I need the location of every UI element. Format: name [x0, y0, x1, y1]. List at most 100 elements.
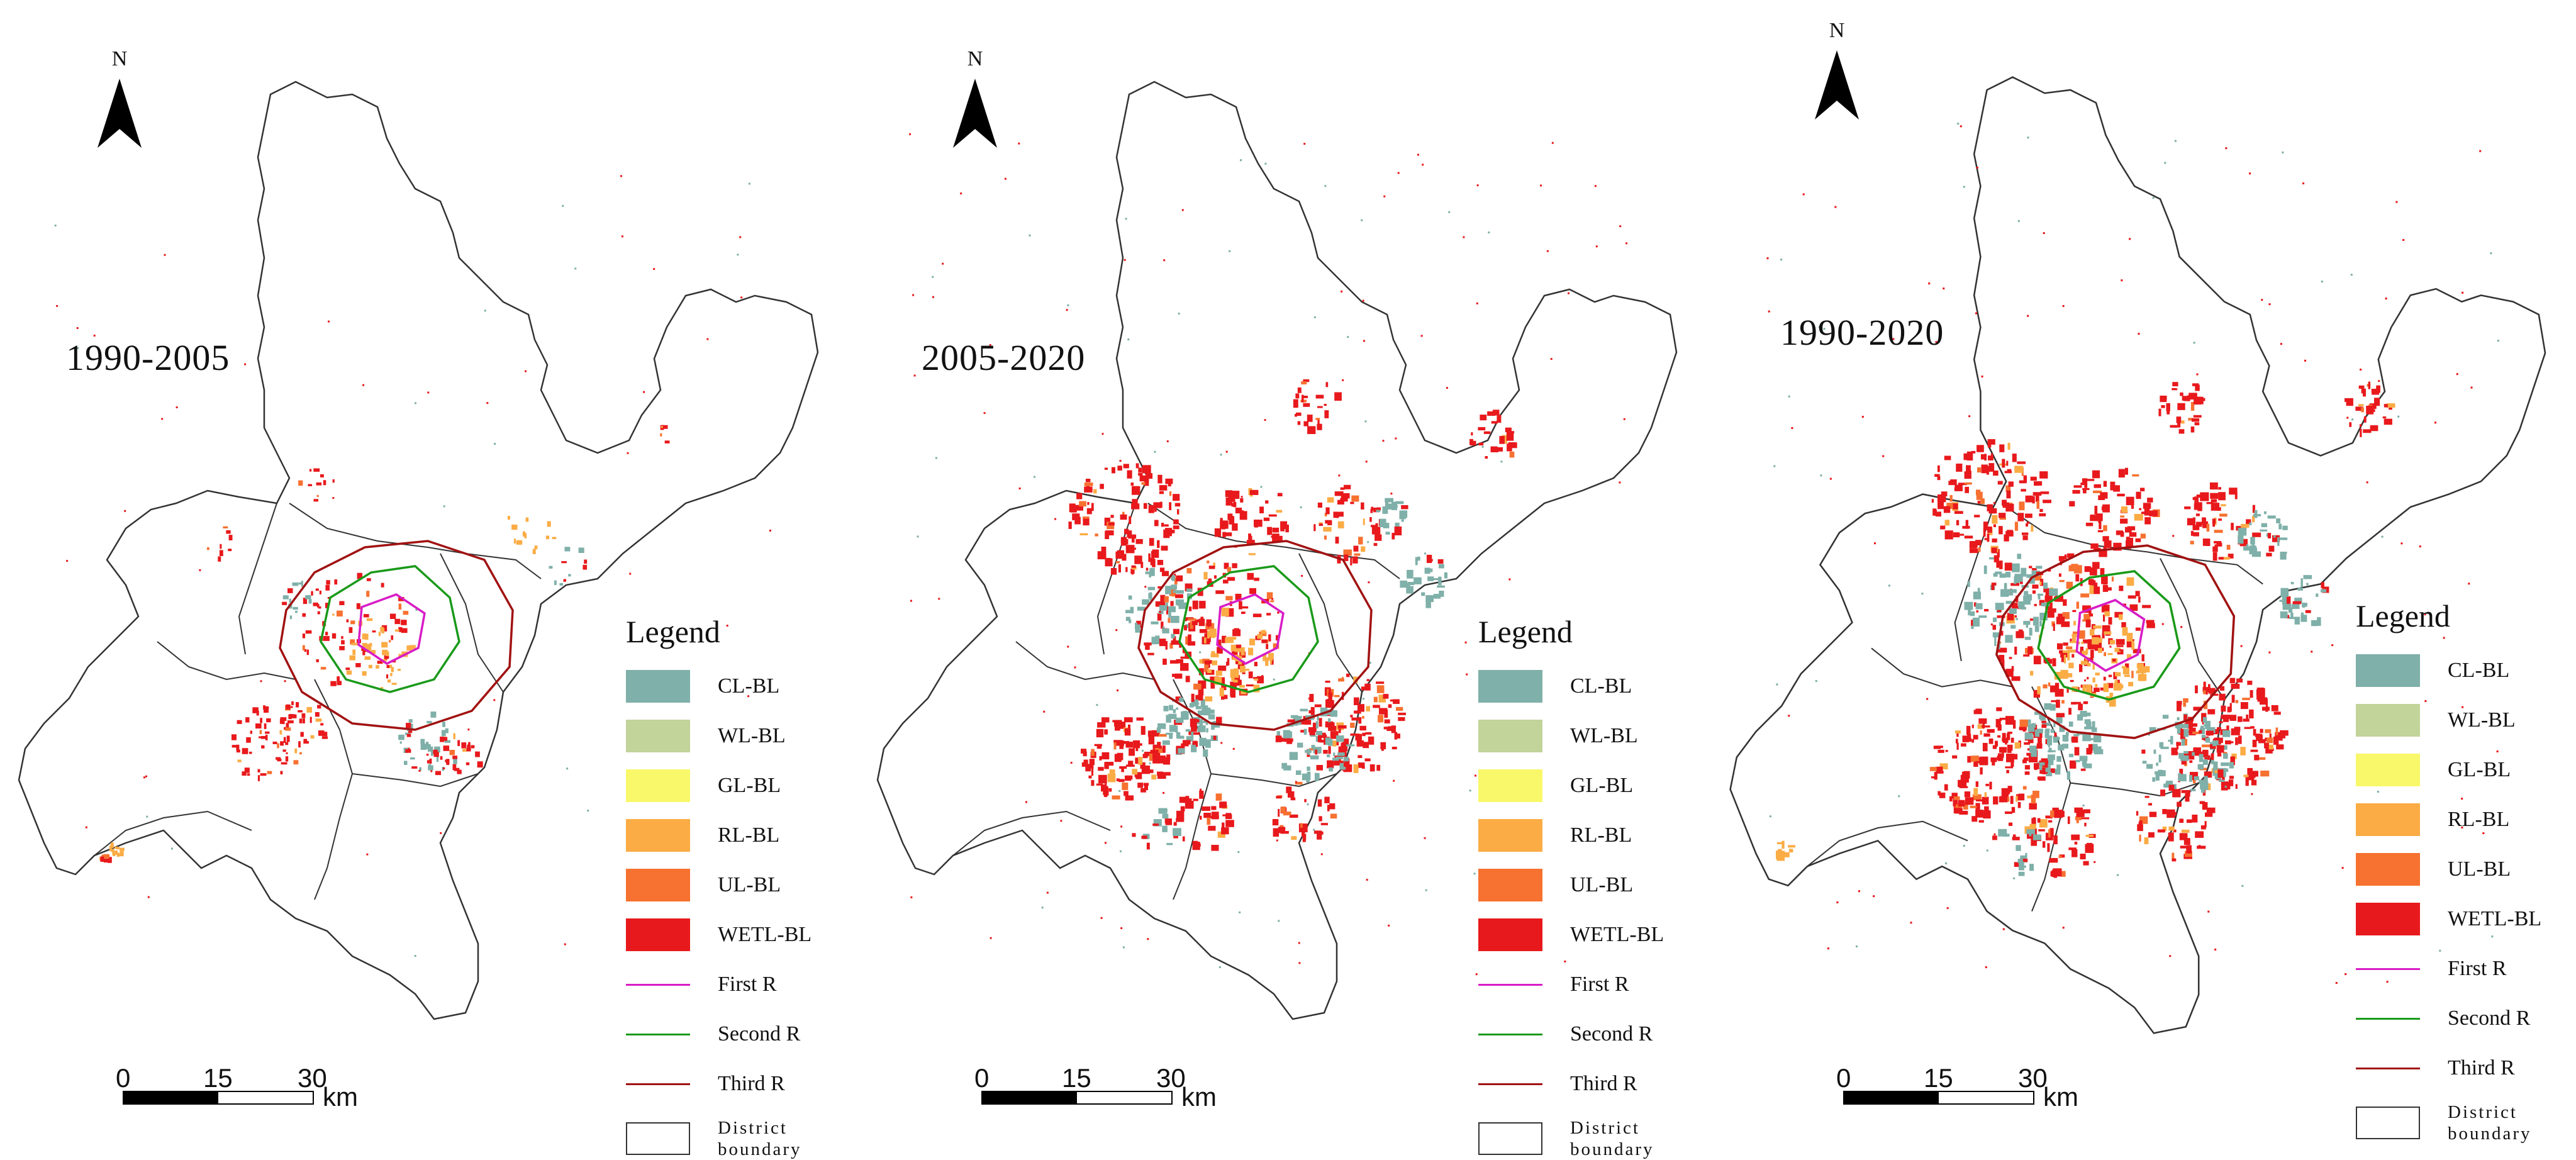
land-change-patch	[1163, 706, 1169, 711]
land-change-patch	[1181, 209, 1184, 211]
land-change-patch	[1976, 799, 1984, 801]
land-change-patch	[1248, 671, 1253, 679]
land-change-patch	[1464, 641, 1467, 644]
land-change-patch	[1081, 749, 1087, 754]
land-change-patch	[2046, 774, 2053, 776]
land-change-patch	[1980, 454, 1985, 460]
land-change-patch	[2187, 518, 2195, 526]
land-change-patch	[398, 603, 402, 610]
land-change-patch	[2361, 407, 2364, 413]
land-change-patch	[1115, 551, 1123, 559]
legend-swatch	[1478, 869, 1542, 901]
land-change-patch	[1316, 765, 1323, 771]
land-change-patch	[1989, 781, 1992, 789]
land-change-patch	[2360, 428, 2362, 437]
land-change-patch	[2253, 514, 2261, 516]
land-change-patch	[1249, 588, 1256, 594]
land-change-patch	[2179, 818, 2184, 823]
land-change-patch	[2126, 639, 2134, 648]
land-change-patch	[1231, 678, 1235, 681]
land-change-patch	[1362, 299, 1364, 302]
land-change-patch	[2029, 576, 2035, 584]
land-change-patch	[1119, 460, 1122, 462]
land-change-patch	[2251, 779, 2257, 786]
land-change-patch	[285, 756, 289, 762]
land-change-patch	[2008, 481, 2014, 487]
land-change-patch	[2111, 576, 2114, 582]
land-change-patch	[1135, 538, 1143, 544]
land-change-patch	[1309, 732, 1315, 735]
legend-swatch	[626, 968, 690, 1001]
land-change-patch	[1378, 694, 1386, 703]
land-change-patch	[2305, 610, 2311, 613]
land-change-patch	[2018, 601, 2025, 609]
land-change-patch	[244, 363, 247, 365]
land-change-patch	[2149, 510, 2158, 516]
land-change-patch	[2029, 618, 2036, 621]
land-change-patch	[1185, 729, 1191, 732]
land-change-patch	[1225, 498, 1232, 506]
legend-swatch	[2356, 1107, 2420, 1139]
land-change-patch	[1963, 186, 1965, 188]
land-change-patch	[564, 547, 571, 552]
land-change-patch	[2331, 644, 2334, 647]
land-change-patch	[2303, 575, 2312, 579]
land-change-patch	[1364, 420, 1367, 423]
land-change-patch	[346, 670, 352, 675]
land-change-patch	[1873, 895, 1875, 898]
land-change-patch	[1958, 800, 1965, 807]
land-change-patch	[2229, 488, 2238, 495]
legend-label: RL-BL	[718, 823, 780, 847]
land-change-patch	[1196, 719, 1200, 723]
legend-item: First R	[1478, 968, 1629, 1001]
land-change-patch	[2109, 645, 2112, 648]
land-change-patch	[2199, 754, 2204, 762]
land-change-patch	[2053, 596, 2063, 602]
legend-label: District boundary	[718, 1118, 802, 1159]
land-change-patch	[1116, 560, 1120, 564]
land-change-patch	[1141, 835, 1147, 839]
land-change-patch	[220, 544, 222, 549]
land-change-patch	[1120, 850, 1122, 852]
land-change-patch	[1171, 584, 1178, 590]
land-change-patch	[2282, 603, 2292, 610]
land-change-patch	[1769, 815, 1771, 818]
land-change-patch	[1184, 625, 1187, 631]
land-change-patch	[1324, 404, 1327, 406]
land-change-patch	[1980, 498, 1985, 505]
land-change-patch	[1191, 693, 1195, 702]
land-change-patch	[1999, 526, 2003, 535]
land-change-patch	[1938, 791, 1941, 796]
land-change-patch	[2176, 416, 2182, 423]
land-change-patch	[1203, 572, 1208, 580]
land-change-patch	[306, 706, 312, 713]
land-change-patch	[1191, 726, 1197, 732]
land-change-patch	[1366, 879, 1368, 881]
land-change-patch	[449, 750, 455, 756]
land-change-patch	[1376, 507, 1381, 511]
land-change-patch	[1438, 576, 1442, 586]
land-change-patch	[1364, 758, 1371, 762]
land-change-patch	[1338, 728, 1341, 733]
land-change-patch	[434, 746, 440, 753]
land-change-patch	[1317, 831, 1322, 840]
land-change-patch	[1487, 411, 1496, 416]
land-change-patch	[2014, 862, 2021, 867]
land-change-patch	[938, 598, 940, 600]
land-change-patch	[1309, 694, 1314, 702]
land-change-patch	[1082, 516, 1090, 519]
land-change-patch	[2181, 758, 2187, 765]
land-change-patch	[2061, 657, 2065, 662]
land-change-patch	[1202, 806, 1210, 811]
land-change-patch	[1155, 601, 1161, 607]
land-change-patch	[2272, 535, 2280, 542]
first-ring-road	[2075, 598, 2146, 672]
land-change-patch	[309, 717, 312, 723]
land-change-patch	[391, 667, 394, 672]
land-change-patch	[2207, 709, 2216, 715]
land-change-patch	[1363, 518, 1365, 525]
land-change-patch	[1171, 530, 1175, 533]
land-change-patch	[260, 680, 262, 683]
land-change-patch	[2211, 753, 2214, 761]
land-change-patch	[391, 683, 397, 685]
